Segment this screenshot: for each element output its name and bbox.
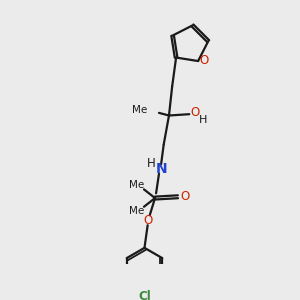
Text: O: O (199, 54, 208, 67)
Text: Cl: Cl (138, 290, 151, 300)
Text: O: O (191, 106, 200, 118)
Text: Me: Me (129, 180, 144, 190)
Text: O: O (181, 190, 190, 203)
Text: Me: Me (132, 105, 147, 115)
Text: Me: Me (129, 206, 144, 216)
Text: N: N (156, 162, 168, 176)
Text: H: H (199, 115, 207, 125)
Text: H: H (147, 157, 156, 170)
Text: O: O (143, 214, 152, 227)
